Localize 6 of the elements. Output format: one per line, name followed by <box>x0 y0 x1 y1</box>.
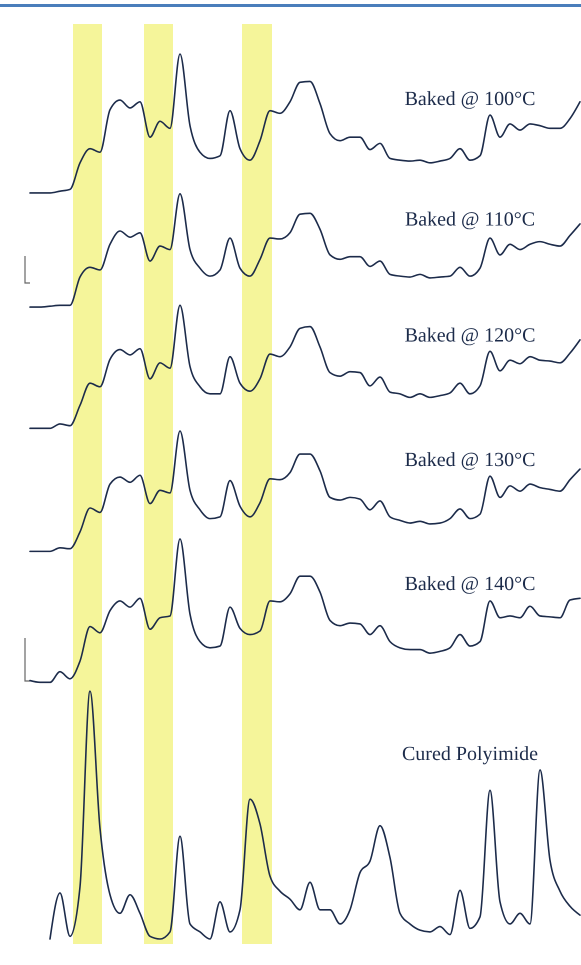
series-label: Baked @ 140°C <box>404 573 536 596</box>
series-label: Baked @ 120°C <box>404 324 536 346</box>
series-label: Baked @ 130°C <box>404 449 536 472</box>
series-label: Cured Polyimide <box>402 742 538 765</box>
series-label: Baked @ 110°C <box>404 208 536 230</box>
series-label: Baked @ 100°C <box>404 88 536 110</box>
